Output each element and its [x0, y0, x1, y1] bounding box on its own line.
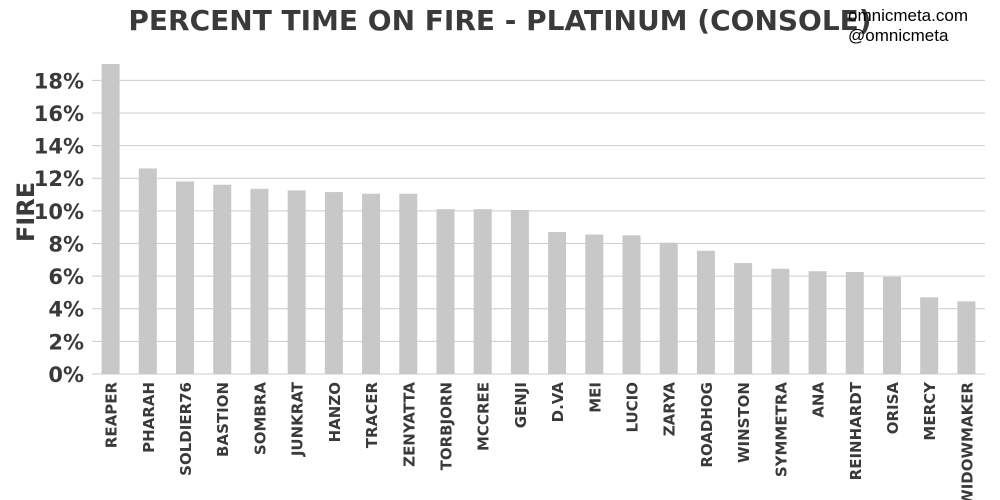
- x-tick-label: ROADHOG: [698, 382, 716, 468]
- y-tick-label: 4%: [48, 298, 84, 322]
- y-tick-label: 10%: [34, 200, 84, 224]
- x-tick-label: GENJI: [512, 382, 530, 428]
- bar-zenyatta: [399, 193, 418, 374]
- x-tick-label: WINSTON: [735, 382, 753, 463]
- bar-pharah: [138, 168, 157, 374]
- bar-hanzo: [324, 192, 343, 374]
- x-tick-label: LUCIO: [624, 382, 642, 433]
- x-tick-label: BASTION: [214, 382, 232, 457]
- x-tick-label: PHARAH: [140, 382, 158, 453]
- x-tick-label: ZENYATTA: [400, 382, 418, 467]
- x-tick-label: JUNKRAT: [289, 381, 307, 457]
- bar-ana: [808, 271, 827, 374]
- y-tick-label: 0%: [48, 363, 84, 387]
- y-tick-label: 8%: [48, 232, 84, 256]
- bar-winston: [734, 263, 753, 374]
- bar-tracer: [362, 193, 381, 374]
- x-tick-label: ZARYA: [661, 382, 679, 437]
- x-tick-label: REAPER: [103, 382, 121, 449]
- x-tick-label: D.VA: [549, 382, 567, 423]
- bar-junkrat: [287, 190, 306, 374]
- bar-torbjorn: [436, 209, 455, 374]
- bar-mei: [585, 234, 604, 374]
- x-tick-label: WIDOWMAKER: [958, 382, 976, 500]
- bars: [101, 64, 976, 374]
- bar-mccree: [473, 209, 492, 374]
- bar-bastion: [213, 184, 232, 374]
- bar-roadhog: [696, 250, 715, 374]
- x-axis-ticks: REAPER PHARAH SOLDIER76 BASTION SOMBRA JUNKRA…: [103, 381, 977, 500]
- bar-mercy: [920, 297, 939, 374]
- bar-orisa: [882, 276, 901, 374]
- y-tick-label: 12%: [34, 167, 84, 191]
- y-tick-label: 6%: [48, 265, 84, 289]
- x-tick-label: ORISA: [884, 382, 902, 435]
- x-tick-label: REINHARDT: [847, 381, 865, 480]
- x-tick-label: TRACER: [363, 382, 381, 449]
- y-tick-label: 16%: [34, 102, 84, 126]
- bar-soldier76: [176, 181, 195, 374]
- x-tick-label: ANA: [810, 382, 828, 418]
- x-tick-label: HANZO: [326, 382, 344, 442]
- chart-title: PERCENT TIME ON FIRE - PLATINUM (CONSOLE…: [128, 4, 871, 37]
- bar-genji: [510, 210, 529, 374]
- gridlines: [92, 79, 985, 375]
- x-tick-label: MERCY: [921, 381, 939, 441]
- bar-sombra: [250, 188, 269, 374]
- y-axis-ticks: 0% 2% 4% 6% 8% 10% 12% 14% 16% 18%: [34, 69, 84, 387]
- y-axis-label: FIRE: [12, 182, 40, 242]
- bar-d-va: [548, 232, 567, 374]
- site-url: omnicmeta.com: [848, 6, 968, 25]
- x-tick-label: MCCREE: [475, 382, 493, 451]
- x-tick-label: MEI: [586, 382, 604, 413]
- x-tick-label: TORBJORN: [437, 382, 455, 470]
- site-handle: @omnicmeta: [848, 26, 949, 45]
- x-tick-label: SOLDIER76: [177, 382, 195, 476]
- bar-reinhardt: [845, 272, 864, 374]
- bar-widowmaker: [957, 301, 976, 374]
- x-tick-label: SYMMETRA: [772, 382, 790, 478]
- x-tick-label: SOMBRA: [251, 382, 269, 455]
- bar-lucio: [622, 235, 641, 374]
- bar-zarya: [659, 242, 678, 374]
- y-tick-label: 14%: [34, 135, 84, 159]
- y-tick-label: 18%: [34, 69, 84, 93]
- y-tick-label: 2%: [48, 330, 84, 354]
- bar-reaper: [101, 64, 120, 374]
- bar-symmetra: [771, 268, 790, 374]
